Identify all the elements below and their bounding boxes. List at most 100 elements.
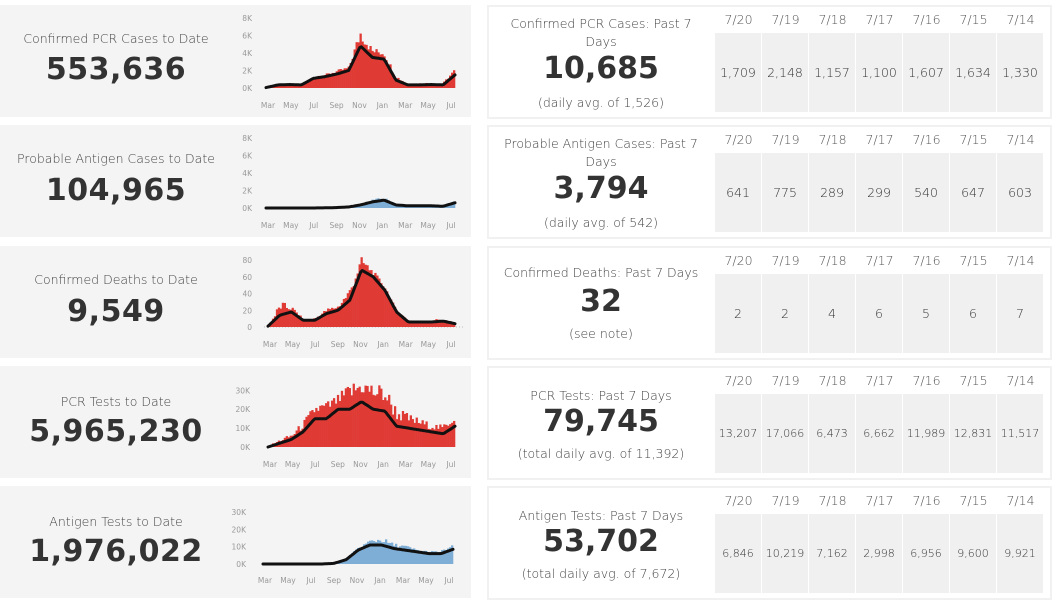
daily-bar bbox=[378, 385, 380, 447]
daily-bar bbox=[408, 420, 410, 447]
y-tick-label: 0K bbox=[236, 560, 247, 569]
daily-bar bbox=[347, 387, 349, 447]
daily-bar bbox=[418, 423, 420, 447]
y-tick-label: 10K bbox=[236, 424, 252, 433]
daily-bar bbox=[357, 388, 359, 447]
daily-bar bbox=[424, 424, 426, 447]
x-tick-label: May bbox=[421, 460, 437, 469]
day-date: 7/18 bbox=[809, 493, 856, 508]
y-tick-label: 6K bbox=[242, 32, 253, 41]
y-tick-label: 0K bbox=[240, 443, 251, 452]
day-date: 7/20 bbox=[715, 132, 762, 147]
day-value: 1,100 bbox=[856, 33, 902, 112]
daily-bar bbox=[404, 414, 406, 447]
day-column: 7/20 2 bbox=[715, 248, 762, 358]
day-date: 7/15 bbox=[950, 373, 997, 388]
day-value: 2 bbox=[762, 274, 808, 353]
x-tick-label: Nov bbox=[353, 460, 368, 469]
day-value: 7,162 bbox=[809, 514, 855, 593]
daily-bar bbox=[372, 395, 374, 447]
daily-bar bbox=[414, 423, 416, 447]
past-week-card: Antigen Tests: Past 7 Days 53,702 (total… bbox=[487, 486, 1052, 600]
daily-bar bbox=[372, 275, 374, 327]
past-week-subtitle: (see note) bbox=[489, 326, 713, 341]
past-week-card: PCR Tests: Past 7 Days 79,745 (total dai… bbox=[487, 366, 1052, 480]
day-date: 7/16 bbox=[903, 253, 950, 268]
past-week-subtitle: (total daily avg. of 7,672) bbox=[489, 566, 713, 581]
x-tick-label: May bbox=[420, 101, 436, 110]
day-column: 7/17 299 bbox=[856, 127, 903, 237]
past-week-value: 10,685 bbox=[489, 51, 713, 86]
daily-bar bbox=[333, 398, 335, 447]
metric-row: Probable Antigen Cases to Date 104,965 0… bbox=[0, 125, 1053, 237]
past-week-value: 53,702 bbox=[489, 524, 713, 559]
past-week-value: 79,745 bbox=[489, 404, 713, 439]
x-tick-label: May bbox=[418, 576, 434, 585]
day-date: 7/14 bbox=[997, 373, 1044, 388]
daily-bar bbox=[396, 419, 398, 447]
daily-bar bbox=[376, 394, 378, 447]
daily-breakdown: 7/20 1,709 7/19 2,148 7/18 1,157 7/17 1,… bbox=[715, 7, 1049, 117]
x-tick-label: May bbox=[280, 576, 296, 585]
daily-bar bbox=[425, 421, 427, 447]
daily-bar bbox=[370, 270, 372, 327]
past-week-title: Confirmed PCR Cases: Past 7 Days bbox=[497, 15, 705, 51]
daily-bar bbox=[395, 544, 397, 564]
day-date: 7/15 bbox=[950, 253, 997, 268]
day-value: 647 bbox=[950, 153, 996, 232]
total-card: Probable Antigen Cases to Date 104,965 0… bbox=[0, 125, 471, 237]
x-tick-label: Sep bbox=[330, 101, 344, 110]
daily-bar bbox=[382, 400, 384, 447]
x-tick-label: Jan bbox=[376, 221, 389, 230]
day-value: 1,607 bbox=[903, 33, 949, 112]
y-tick-label: 2K bbox=[242, 67, 253, 76]
daily-bar bbox=[374, 396, 376, 447]
day-date: 7/16 bbox=[903, 12, 950, 27]
day-date: 7/20 bbox=[715, 253, 762, 268]
day-column: 7/16 1,607 bbox=[903, 7, 950, 117]
daily-breakdown: 7/20 641 7/19 775 7/18 289 7/17 299 bbox=[715, 127, 1049, 237]
x-tick-label: Mar bbox=[399, 460, 414, 469]
past-week-summary: Probable Antigen Cases: Past 7 Days 3,79… bbox=[489, 127, 713, 237]
y-tick-label: 6K bbox=[242, 152, 253, 161]
y-tick-label: 2K bbox=[242, 187, 253, 196]
x-tick-label: Sep bbox=[331, 460, 345, 469]
daily-bar bbox=[391, 543, 393, 564]
x-tick-label: Jan bbox=[376, 460, 389, 469]
daily-bar bbox=[311, 410, 313, 447]
day-value: 9,600 bbox=[950, 514, 996, 593]
day-date: 7/15 bbox=[950, 493, 997, 508]
daily-bar bbox=[439, 425, 441, 447]
daily-bar bbox=[345, 388, 347, 447]
day-date: 7/16 bbox=[903, 132, 950, 147]
x-tick-label: Jul bbox=[310, 340, 320, 349]
bars bbox=[266, 34, 455, 88]
day-value: 641 bbox=[715, 153, 761, 232]
y-tick-label: 20K bbox=[236, 405, 252, 414]
day-value: 11,517 bbox=[997, 394, 1043, 473]
daily-bar bbox=[416, 418, 418, 447]
daily-bar bbox=[382, 286, 384, 327]
day-column: 7/18 6,473 bbox=[809, 368, 856, 478]
day-column: 7/15 12,831 bbox=[950, 368, 997, 478]
x-tick-label: Mar bbox=[399, 340, 414, 349]
daily-bar bbox=[280, 309, 282, 327]
x-tick-label: Jul bbox=[308, 101, 318, 110]
x-tick-label: Nov bbox=[352, 101, 367, 110]
x-tick-label: Jul bbox=[445, 460, 455, 469]
y-tick-label: 4K bbox=[242, 169, 253, 178]
day-date: 7/14 bbox=[997, 493, 1044, 508]
x-tick-label: Mar bbox=[396, 576, 411, 585]
day-date: 7/18 bbox=[809, 373, 856, 388]
day-value: 6 bbox=[950, 274, 996, 353]
past-week-card: Probable Antigen Cases: Past 7 Days 3,79… bbox=[487, 125, 1052, 239]
day-value: 1,634 bbox=[950, 33, 996, 112]
day-column: 7/19 17,066 bbox=[762, 368, 809, 478]
day-date: 7/17 bbox=[856, 132, 903, 147]
day-value: 2 bbox=[715, 274, 761, 353]
